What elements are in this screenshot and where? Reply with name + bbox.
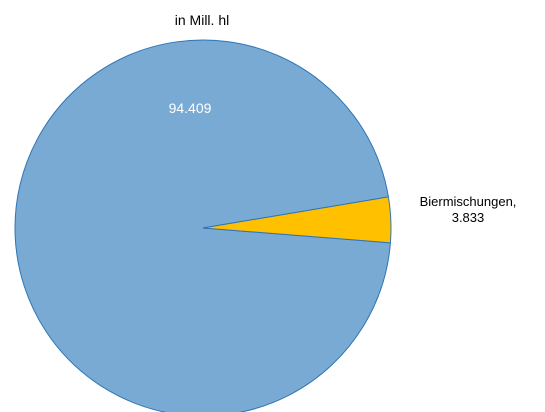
- pie-slice-biermischungen: [202, 196, 392, 244]
- slice-value-label-biermischungen: 3.833: [452, 210, 485, 225]
- slice-value-label-main: 94.409: [169, 100, 212, 116]
- pie-slice-main: [14, 39, 391, 412]
- pie-slices: [14, 39, 392, 412]
- chart-title: in Mill. hl: [175, 12, 229, 28]
- slice-name-label-biermischungen: Biermischungen,: [420, 194, 517, 209]
